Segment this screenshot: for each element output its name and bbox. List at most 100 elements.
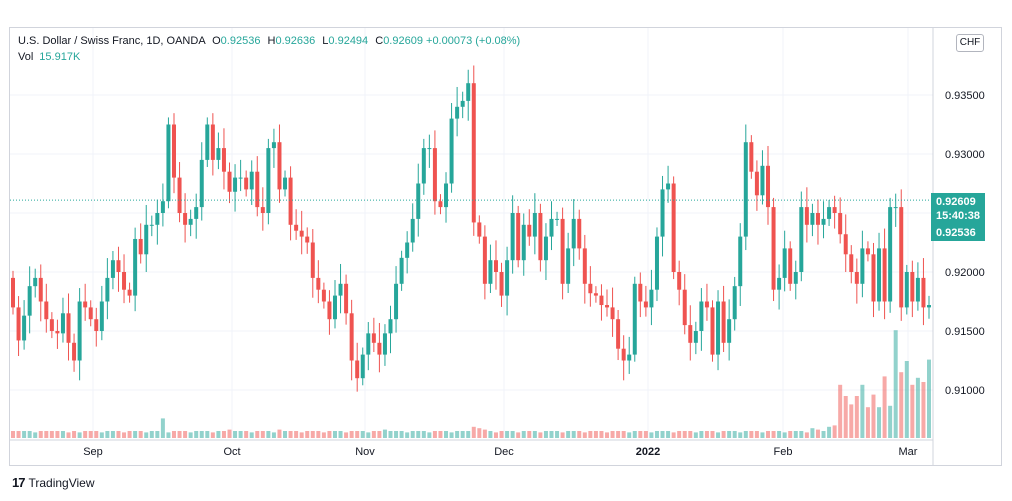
volume-bar (666, 431, 671, 438)
volume-bar (749, 431, 754, 438)
volume-bar (271, 432, 276, 438)
volume-bar (133, 431, 138, 438)
open-price-tag: 0.92536 (931, 225, 985, 241)
candle-body (555, 218, 560, 220)
volume-bar (382, 429, 387, 438)
volume-bar (310, 431, 315, 438)
volume-bar (344, 432, 349, 438)
candle-body (127, 289, 132, 296)
volume-bar (621, 431, 626, 438)
low-value: 0.92494 (328, 35, 369, 47)
volume-bar (671, 432, 676, 438)
volume-bar (688, 431, 693, 438)
candle-body (482, 236, 487, 284)
candle-body (177, 177, 182, 213)
candle-body (332, 295, 337, 320)
volume-key[interactable]: Vol (18, 51, 34, 63)
volume-bar (788, 431, 793, 438)
volume-value: 15.917K (39, 51, 81, 63)
candle-body (488, 260, 493, 284)
candle-body (11, 277, 15, 308)
candle-body (888, 207, 893, 302)
candle-body (421, 148, 426, 184)
volume-bar (338, 431, 343, 438)
volume-bar (821, 431, 826, 438)
volume-bar (11, 431, 15, 438)
candle-body (605, 305, 610, 308)
volume-bar (183, 431, 188, 438)
branding[interactable]: 17 TradingView (12, 475, 95, 490)
currency-button[interactable]: CHF (956, 34, 984, 52)
candle-body (849, 254, 854, 272)
volume-bar (638, 431, 643, 438)
candle-body (233, 177, 238, 192)
volume-bar (560, 432, 565, 438)
volume-bar (99, 432, 104, 438)
candle-body (704, 301, 709, 308)
volume-bar (238, 431, 243, 438)
volume-bar (366, 432, 371, 438)
candle-body (499, 272, 504, 296)
volume-bar (532, 431, 537, 438)
open-key: O (212, 35, 221, 47)
branding-label: TradingView (28, 476, 95, 490)
volume-bar (466, 431, 471, 438)
candle-body (183, 213, 188, 225)
candle-body (432, 148, 437, 202)
candle-body (310, 242, 315, 278)
candle-body (166, 124, 171, 202)
volume-bar (888, 405, 893, 438)
candle-body (571, 218, 576, 249)
y-tick-label: 0.91000 (945, 385, 985, 397)
candle-body (510, 213, 515, 261)
symbol-label[interactable]: U.S. Dollar / Swiss Franc, 1D, OANDA (18, 35, 206, 47)
volume-bar (127, 431, 132, 438)
candle-body (854, 272, 859, 284)
volume-bar (122, 432, 127, 438)
volume-bar (516, 432, 521, 438)
candle-body (394, 283, 399, 320)
volume-bar (449, 432, 454, 438)
volume-bar (527, 431, 532, 438)
volume-bar (49, 431, 54, 438)
volume-bar (610, 431, 615, 438)
tradingview-logo-icon: 17 (12, 475, 26, 490)
volume-legend: Vol 15.917K (18, 51, 80, 63)
volume-bar (810, 428, 815, 438)
volume-bar (865, 407, 870, 438)
ohlc-legend: U.S. Dollar / Swiss Franc, 1D, OANDA O0.… (18, 35, 520, 47)
candle-body (527, 224, 532, 237)
candle-body (588, 283, 593, 294)
volume-bar (455, 431, 460, 438)
open-value: 0.92536 (220, 35, 261, 47)
volume-bar (738, 432, 743, 438)
candle-body (271, 142, 276, 149)
candle-body (643, 301, 648, 308)
candle-body (893, 207, 898, 209)
volume-bar (899, 372, 904, 438)
volume-bar (171, 431, 176, 438)
volume-bar (915, 377, 920, 438)
candle-body (371, 333, 376, 343)
volume-bar (44, 431, 49, 438)
volume-bar (566, 431, 571, 438)
volume-bar (149, 431, 154, 438)
candle-body (843, 234, 848, 255)
volume-bar (793, 431, 798, 438)
candle-body (427, 148, 432, 150)
volume-bar (349, 431, 354, 438)
candle-body (16, 307, 21, 341)
candle-body (316, 277, 321, 290)
volume-bar (588, 431, 593, 438)
candle-body (188, 218, 193, 225)
candle-body (649, 289, 654, 308)
volume-bar (693, 432, 698, 438)
high-value: 0.92636 (275, 35, 316, 47)
candle-body (727, 319, 732, 343)
volume-bar (849, 404, 854, 438)
volume-bar (593, 431, 598, 438)
candle-body (538, 213, 543, 261)
candle-body (382, 333, 387, 355)
volume-bar (815, 429, 820, 438)
